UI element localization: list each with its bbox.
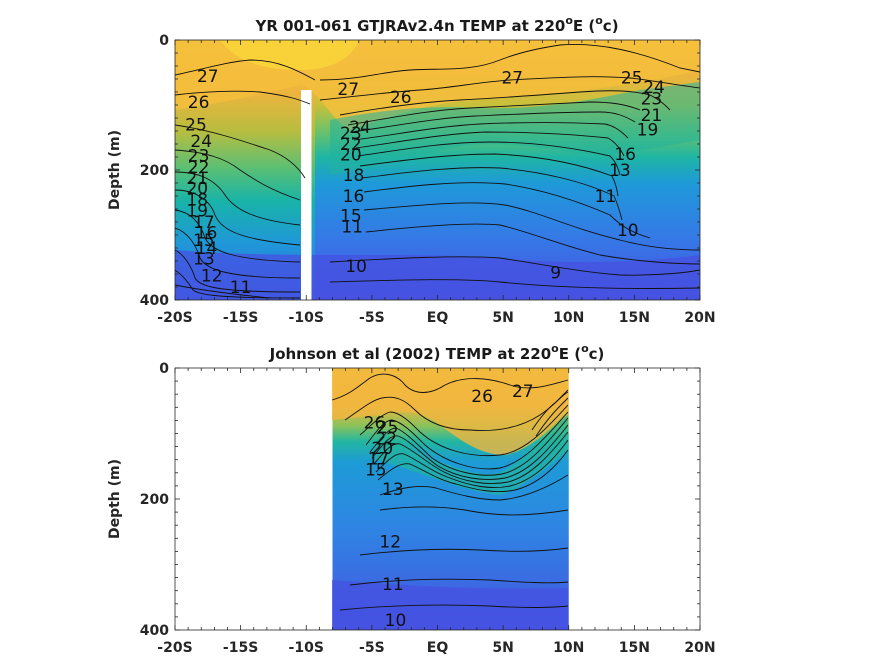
field-hot-top	[220, 40, 360, 70]
contour-label: 10	[345, 257, 367, 277]
contour-label: 27	[197, 67, 219, 87]
x-tick-label: -10S	[289, 640, 324, 656]
contour-label: 22	[188, 158, 210, 178]
y-tick-label: 400	[140, 623, 169, 639]
contour-label: 11	[230, 278, 252, 298]
panel-bottom: Johnson et al (2002) TEMP at 220oE (oc)	[107, 342, 716, 656]
y-tick-label: 400	[140, 293, 169, 309]
contour-label: 23	[641, 90, 663, 110]
contour-label: 24	[643, 78, 665, 98]
contour-label: 27	[512, 382, 534, 402]
contour-label: 18	[343, 166, 365, 186]
contour-label: 27	[337, 80, 359, 100]
contour-label: 25	[621, 69, 643, 89]
x-tick-label: 20N	[684, 640, 715, 656]
contour-label: 22	[375, 430, 397, 450]
contour-label: 16	[343, 187, 365, 207]
contour-label: 27	[501, 69, 523, 89]
y-axis-label-bottom: Depth (m)	[107, 459, 123, 539]
contour-label: 21	[186, 169, 208, 189]
contour-label: 24	[349, 118, 371, 138]
y-tick-label: 200	[140, 163, 169, 179]
contours-top	[175, 44, 700, 299]
contour-label: 13	[609, 161, 631, 181]
contour-label: 15	[193, 231, 215, 251]
x-tick-label: -5S	[359, 310, 385, 326]
x-tick-label: EQ	[427, 310, 449, 326]
contour-label: 19	[637, 121, 659, 141]
contour-label: 26	[188, 93, 210, 113]
chart-title-bottom: Johnson et al (2002) TEMP at 220oE (oc)	[269, 342, 605, 363]
contour-label: 13	[382, 480, 404, 500]
contour-label: 11	[595, 187, 617, 207]
contour-label: 26	[390, 88, 412, 108]
contour-label: 21	[641, 106, 663, 126]
contour-label: 26	[471, 387, 493, 407]
chart-title-top: YR 001-061 GTJRAv2.4n TEMP at 220oE (oc)	[254, 14, 618, 35]
contour-label: 12	[201, 266, 223, 286]
x-tick-label: -15S	[223, 310, 258, 326]
contour-label: 19	[186, 201, 208, 221]
contour-label: 10	[385, 611, 407, 631]
contour-label: 14	[196, 239, 218, 259]
contours-bottom	[331, 373, 569, 611]
x-tick-label: 15N	[619, 310, 650, 326]
contour-label: 20	[186, 179, 208, 199]
contour-label: 13	[193, 249, 215, 269]
axis-ticks-top: -20S -15S -10S -5S EQ 5N 10N 15N 20N 0 200 400	[140, 33, 716, 326]
contour-label: 24	[190, 132, 212, 152]
contour-label: 10	[617, 221, 639, 241]
contour-label: 16	[614, 145, 636, 165]
y-axis-label-top: Depth (m)	[107, 130, 123, 210]
x-tick-label: 5N	[492, 640, 513, 656]
y-tick-label: 200	[140, 492, 169, 508]
contour-label: 11	[382, 575, 404, 595]
contour-label: 25	[377, 418, 399, 438]
x-tick-label: 10N	[553, 640, 584, 656]
field-thermocline-bottom	[375, 415, 568, 495]
y-tick-label: 0	[159, 33, 169, 49]
x-tick-label: -20S	[157, 640, 192, 656]
field-warm-bottom	[332, 368, 568, 455]
contour-label: 23	[188, 147, 210, 167]
contour-label: 20	[340, 145, 362, 165]
x-tick-label: 15N	[619, 640, 650, 656]
x-tick-label: 20N	[684, 310, 715, 326]
contour-label: 12	[379, 533, 401, 553]
contour-label: 20	[372, 439, 394, 459]
x-tick-label: -10S	[289, 310, 324, 326]
x-tick-label: -5S	[359, 640, 385, 656]
contour-label: 23	[340, 124, 362, 144]
panel-top: YR 001-061 GTJRAv2.4n TEMP at 220oE (oc)	[107, 14, 716, 326]
contour-label: 18	[186, 190, 208, 210]
contour-label: 22	[340, 135, 362, 155]
contour-label: 11	[341, 218, 363, 238]
contour-label: 26	[364, 413, 386, 433]
contour-label: 15	[340, 207, 362, 227]
y-tick-label: 0	[159, 361, 169, 377]
axis-ticks-bottom: -20S -15S -10S -5S EQ 5N 10N 15N 20N 0 200 400	[140, 361, 716, 656]
contour-label: 25	[185, 116, 207, 136]
contour-label: 15	[365, 461, 387, 481]
contour-label: 9	[550, 264, 561, 284]
missing-data-band	[301, 90, 312, 300]
contour-label: 17	[193, 213, 215, 233]
contour-label: 17	[368, 449, 390, 469]
contour-label: 16	[196, 223, 218, 243]
x-tick-label: 10N	[553, 310, 584, 326]
x-tick-label: -15S	[223, 640, 258, 656]
x-tick-label: EQ	[427, 640, 449, 656]
x-tick-label: 5N	[492, 310, 513, 326]
field-thermocline-top	[330, 82, 700, 175]
x-tick-label: -20S	[157, 310, 192, 326]
